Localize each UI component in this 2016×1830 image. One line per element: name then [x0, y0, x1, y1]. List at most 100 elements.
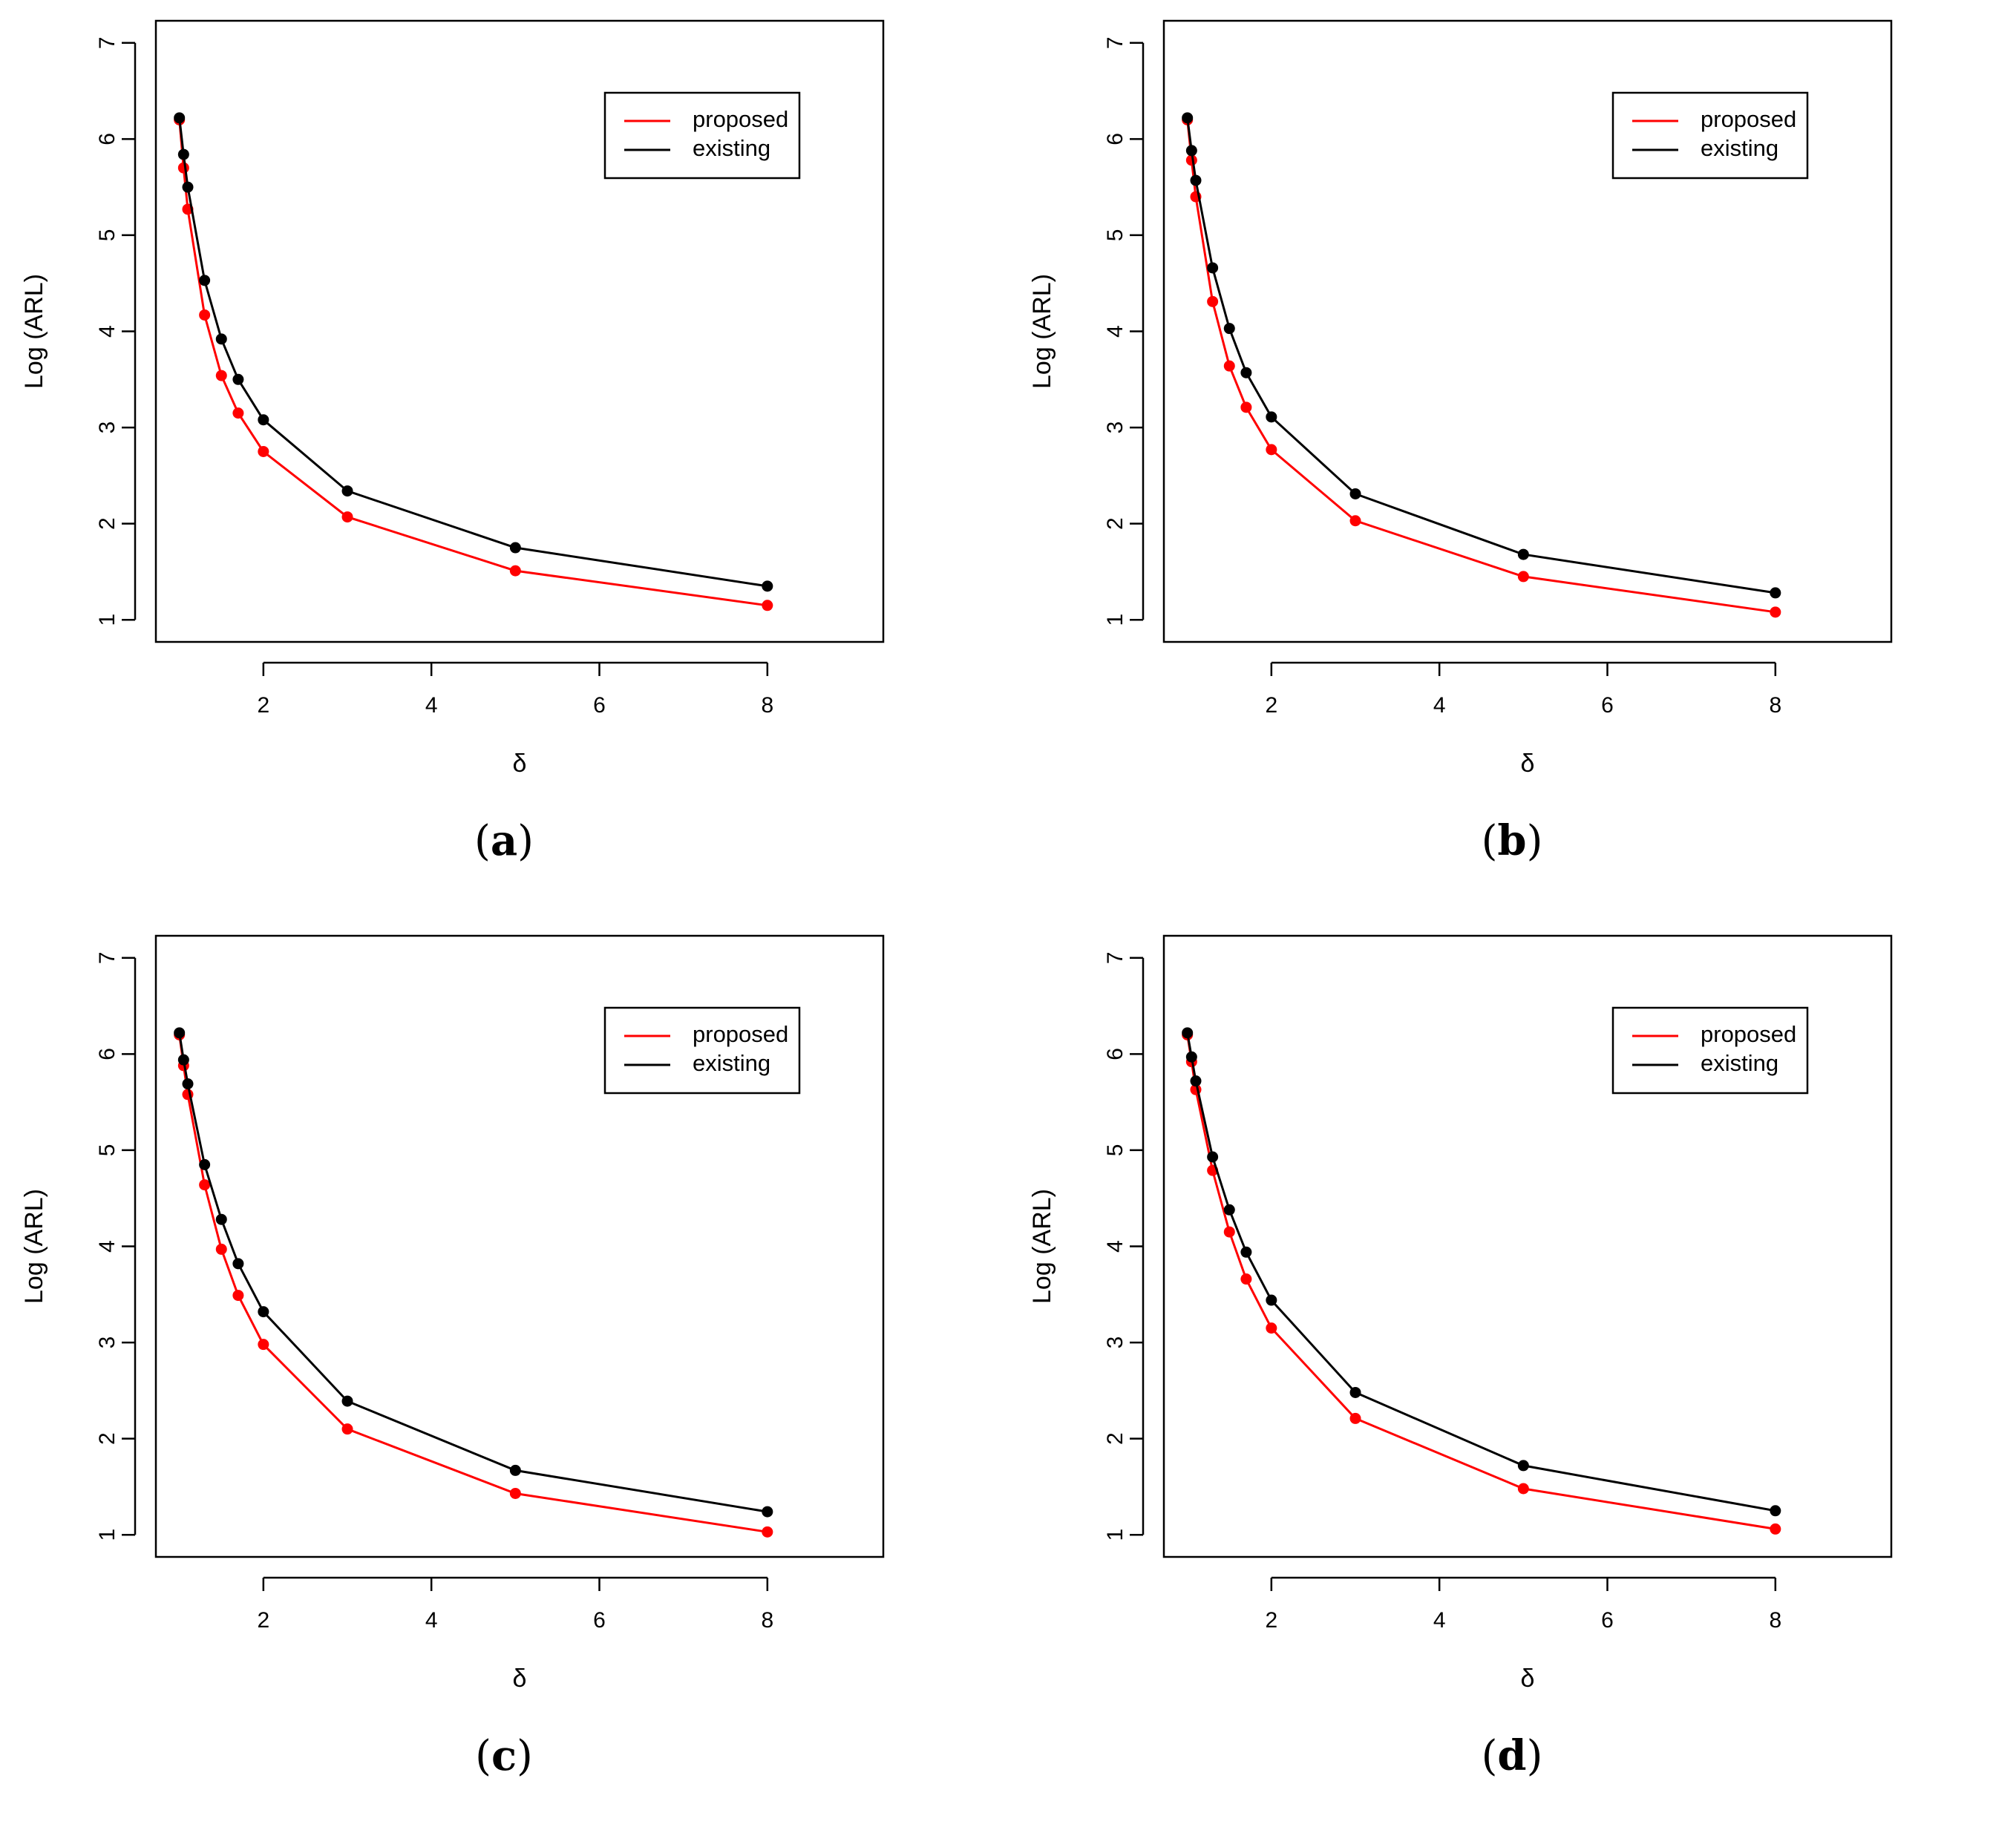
data-point-existing	[1517, 548, 1529, 560]
y-tick-label: 1	[95, 614, 120, 626]
chart-d-svg: 1 2 3 4 5 6 7 2 4 6 8 δ Log (ARL) proposed existing	[1028, 934, 1893, 1693]
x-tick-label: 8	[761, 693, 773, 718]
x-tick-label: 4	[425, 693, 438, 718]
data-point-existing	[215, 333, 227, 345]
data-point-existing	[1240, 367, 1252, 378]
chart-b-svg: 1 2 3 4 5 6 7 2 4 6 8 δ Log (ARL) proposed existing	[1028, 19, 1893, 778]
data-point-proposed	[1240, 401, 1252, 413]
y-tick-label: 3	[1103, 1337, 1128, 1349]
panel-label-c: (c)	[475, 1731, 533, 1780]
data-point-proposed	[762, 600, 773, 611]
data-point-proposed	[232, 1290, 244, 1302]
y-tick-label: 5	[95, 1144, 120, 1157]
data-point-proposed	[509, 1487, 521, 1499]
data-point-proposed	[215, 1243, 227, 1255]
x-axis-label: δ	[1521, 750, 1535, 778]
x-tick-label: 8	[1769, 693, 1781, 718]
x-tick-label: 6	[1601, 1608, 1614, 1633]
y-tick-label: 4	[95, 1240, 120, 1253]
data-point-proposed	[1266, 444, 1277, 456]
data-point-existing	[341, 1395, 353, 1407]
y-tick-label: 7	[1103, 951, 1128, 964]
series-line-existing	[1186, 117, 1776, 594]
y-tick-label: 7	[1103, 36, 1128, 49]
data-point-existing	[182, 1078, 194, 1090]
chart-a-svg: 1 2 3 4 5 6 7 2 4 6 8 δ Log (ARL) proposed existing	[20, 19, 885, 778]
data-point-existing	[177, 1054, 189, 1066]
panel-label-b: (b)	[1481, 816, 1543, 865]
legend-label-existing: existing	[1701, 135, 1778, 161]
data-point-existing	[509, 1464, 521, 1476]
legend-box	[603, 1006, 801, 1095]
data-point-existing	[215, 1213, 227, 1225]
data-point-proposed	[199, 1179, 211, 1191]
y-axis-label: Log (ARL)	[1028, 1189, 1056, 1304]
x-tick-label: 4	[1433, 1608, 1446, 1633]
data-point-proposed	[341, 511, 353, 523]
data-point-proposed	[1770, 606, 1781, 618]
data-point-proposed	[1207, 295, 1219, 307]
legend-label-existing: existing	[693, 135, 770, 161]
y-axis-label: Log (ARL)	[20, 274, 48, 389]
series-line-proposed	[178, 1034, 768, 1533]
data-point-proposed	[258, 445, 269, 457]
x-tick-label: 4	[425, 1608, 438, 1633]
data-point-proposed	[1770, 1523, 1781, 1535]
series-line-existing	[1186, 1032, 1776, 1512]
y-tick-label: 3	[95, 422, 120, 434]
y-axis-label: Log (ARL)	[20, 1189, 48, 1304]
data-point-existing	[1190, 1075, 1202, 1087]
x-tick-label: 2	[1266, 1608, 1278, 1633]
y-tick-label: 1	[1103, 614, 1128, 626]
data-point-existing	[182, 181, 194, 193]
y-tick-label: 4	[1103, 1240, 1128, 1253]
data-point-existing	[177, 148, 189, 160]
y-tick-label: 5	[1103, 229, 1128, 242]
data-point-existing	[1223, 323, 1235, 335]
x-tick-label: 6	[1601, 693, 1614, 718]
chart-c-svg: 1 2 3 4 5 6 7 2 4 6 8 δ Log (ARL) proposed existing	[20, 934, 885, 1693]
data-point-existing	[1182, 112, 1194, 124]
y-tick-label: 6	[95, 1048, 120, 1060]
legend-label-proposed: proposed	[1701, 1021, 1796, 1047]
y-tick-label: 6	[95, 133, 120, 145]
legend-label-proposed: proposed	[1701, 106, 1796, 132]
legend-box	[603, 91, 801, 180]
data-point-existing	[1182, 1027, 1194, 1039]
y-tick-label: 5	[1103, 1144, 1128, 1157]
data-point-existing	[1190, 174, 1202, 186]
data-point-proposed	[1266, 1322, 1277, 1334]
chart-panel-a: 1 2 3 4 5 6 7 2 4 6 8 δ Log (ARL) proposed existing (a…	[0, 0, 1008, 915]
data-point-existing	[199, 1158, 211, 1170]
data-point-existing	[1266, 1294, 1277, 1306]
data-point-existing	[174, 112, 186, 124]
x-tick-label: 2	[258, 693, 270, 718]
data-point-existing	[1223, 1204, 1235, 1216]
legend-box	[1611, 91, 1809, 180]
legend-box	[1611, 1006, 1809, 1095]
y-tick-label: 2	[95, 517, 120, 530]
data-point-existing	[1349, 1386, 1361, 1398]
data-point-existing	[762, 1506, 773, 1518]
data-point-existing	[258, 1306, 269, 1318]
data-point-proposed	[1517, 571, 1529, 583]
data-point-proposed	[1223, 360, 1235, 372]
data-point-proposed	[1349, 515, 1361, 527]
y-tick-label: 2	[1103, 1432, 1128, 1445]
data-point-existing	[1266, 411, 1277, 423]
data-point-proposed	[1223, 1226, 1235, 1238]
data-point-existing	[199, 275, 211, 286]
data-point-existing	[341, 485, 353, 497]
y-tick-label: 3	[1103, 422, 1128, 434]
data-point-proposed	[215, 370, 227, 381]
chart-panel-c: 1 2 3 4 5 6 7 2 4 6 8 δ Log (ARL) proposed existing (c…	[0, 915, 1008, 1830]
data-point-proposed	[762, 1526, 773, 1538]
data-point-existing	[1207, 1151, 1219, 1163]
y-tick-label: 7	[95, 36, 120, 49]
data-point-proposed	[341, 1423, 353, 1435]
plot-frame	[1162, 19, 1893, 643]
data-point-proposed	[199, 309, 211, 321]
panel-label-a: (a)	[474, 816, 534, 865]
data-point-existing	[174, 1027, 186, 1039]
plot-frame	[1162, 934, 1893, 1558]
